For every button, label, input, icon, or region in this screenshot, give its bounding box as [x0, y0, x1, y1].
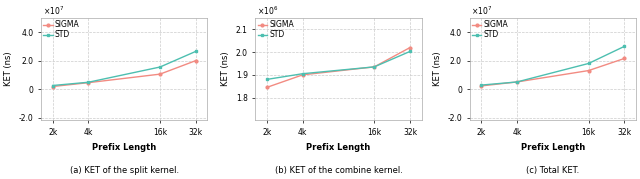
Text: ×10$^{6}$: ×10$^{6}$ [257, 4, 278, 17]
SIGMA [84, 82, 92, 84]
Text: ×10$^{7}$: ×10$^{7}$ [43, 4, 64, 17]
Line: SIGMA: SIGMA [266, 46, 412, 89]
Legend: SIGMA, STD: SIGMA, STD [43, 20, 81, 40]
SIGMA [406, 47, 414, 49]
X-axis label: Prefix Length: Prefix Length [520, 142, 585, 152]
X-axis label: Prefix Length: Prefix Length [307, 142, 371, 152]
Text: (c) Total KET.: (c) Total KET. [526, 166, 579, 175]
STD [371, 66, 378, 68]
SIGMA [620, 57, 628, 60]
SIGMA [49, 85, 56, 88]
STD [406, 50, 414, 52]
Line: STD: STD [51, 50, 197, 87]
STD [192, 50, 200, 52]
Legend: SIGMA, STD: SIGMA, STD [257, 20, 294, 40]
SIGMA [585, 69, 593, 72]
STD [299, 73, 307, 75]
STD [49, 84, 56, 87]
STD [477, 84, 485, 86]
STD [156, 66, 164, 68]
SIGMA [371, 66, 378, 68]
Y-axis label: KET (ns): KET (ns) [221, 52, 230, 86]
STD [513, 81, 521, 83]
STD [620, 45, 628, 47]
Line: SIGMA: SIGMA [480, 57, 626, 87]
SIGMA [156, 73, 164, 75]
Line: SIGMA: SIGMA [51, 59, 197, 88]
Text: (b) KET of the combine kernel.: (b) KET of the combine kernel. [275, 166, 403, 175]
Line: STD: STD [266, 50, 412, 81]
SIGMA [263, 86, 271, 88]
SIGMA [299, 74, 307, 76]
Y-axis label: KET (ns): KET (ns) [4, 52, 13, 86]
SIGMA [192, 60, 200, 62]
Line: STD: STD [480, 45, 626, 86]
STD [263, 78, 271, 81]
Text: (a) KET of the split kernel.: (a) KET of the split kernel. [70, 166, 179, 175]
Text: ×10$^{7}$: ×10$^{7}$ [471, 4, 492, 17]
SIGMA [477, 85, 485, 87]
Legend: SIGMA, STD: SIGMA, STD [471, 20, 509, 40]
STD [84, 81, 92, 83]
STD [585, 62, 593, 65]
X-axis label: Prefix Length: Prefix Length [92, 142, 156, 152]
SIGMA [513, 81, 521, 83]
Y-axis label: KET (ns): KET (ns) [433, 52, 442, 86]
